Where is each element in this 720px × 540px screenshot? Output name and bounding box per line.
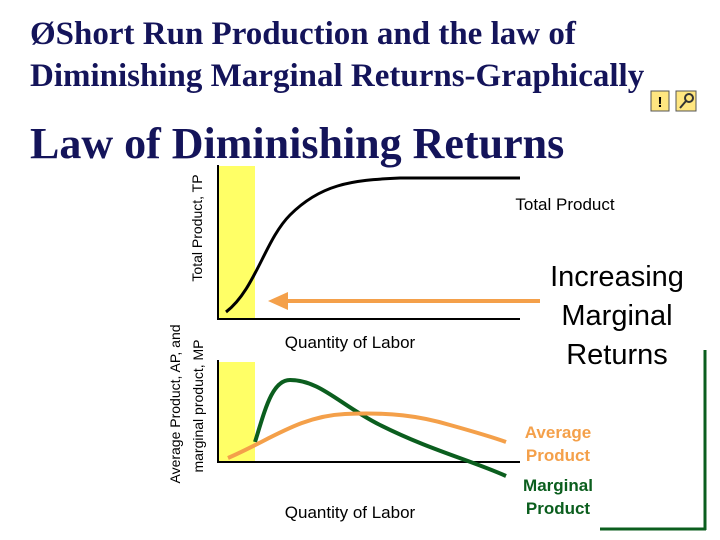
- average-label: Product: [526, 446, 591, 465]
- heading: Law of Diminishing Returns: [30, 119, 564, 168]
- icons: !: [650, 90, 697, 112]
- callout: Increasing Marginal Returns: [550, 261, 684, 371]
- marginal-product-curve: [253, 377, 507, 478]
- title-line: Diminishing Marginal Returns-Graphically: [30, 58, 645, 94]
- x-axis-label: Quantity of Labor: [285, 503, 416, 522]
- x-axis-label: Quantity of Labor: [285, 333, 416, 352]
- marginal-label: Marginal: [523, 476, 593, 495]
- y-axis-label: Average Product, AP, and: [167, 324, 183, 483]
- curve-label: Total Product: [515, 195, 614, 214]
- callout-line: Increasing: [550, 261, 684, 293]
- search-glyph: [679, 100, 687, 109]
- title-line: ØShort Run Production and the law of: [30, 16, 577, 52]
- alert-icon: [650, 90, 670, 112]
- highlight-band: [218, 362, 255, 462]
- average-label: Average: [525, 423, 591, 442]
- alert-glyph: !: [658, 94, 663, 111]
- highlight-band: [218, 166, 255, 318]
- average-product-curve: [227, 411, 507, 460]
- callout-line: Returns: [566, 339, 668, 371]
- y-axis-label: Total Product, TP: [189, 174, 205, 281]
- callout-line: Marginal: [561, 300, 672, 332]
- marginal-label: Product: [526, 499, 591, 518]
- arrow-head: [268, 292, 288, 310]
- search-glyph: [684, 93, 694, 103]
- y-axis-label: marginal product, MP: [190, 339, 206, 472]
- total-product-curve: [225, 176, 520, 314]
